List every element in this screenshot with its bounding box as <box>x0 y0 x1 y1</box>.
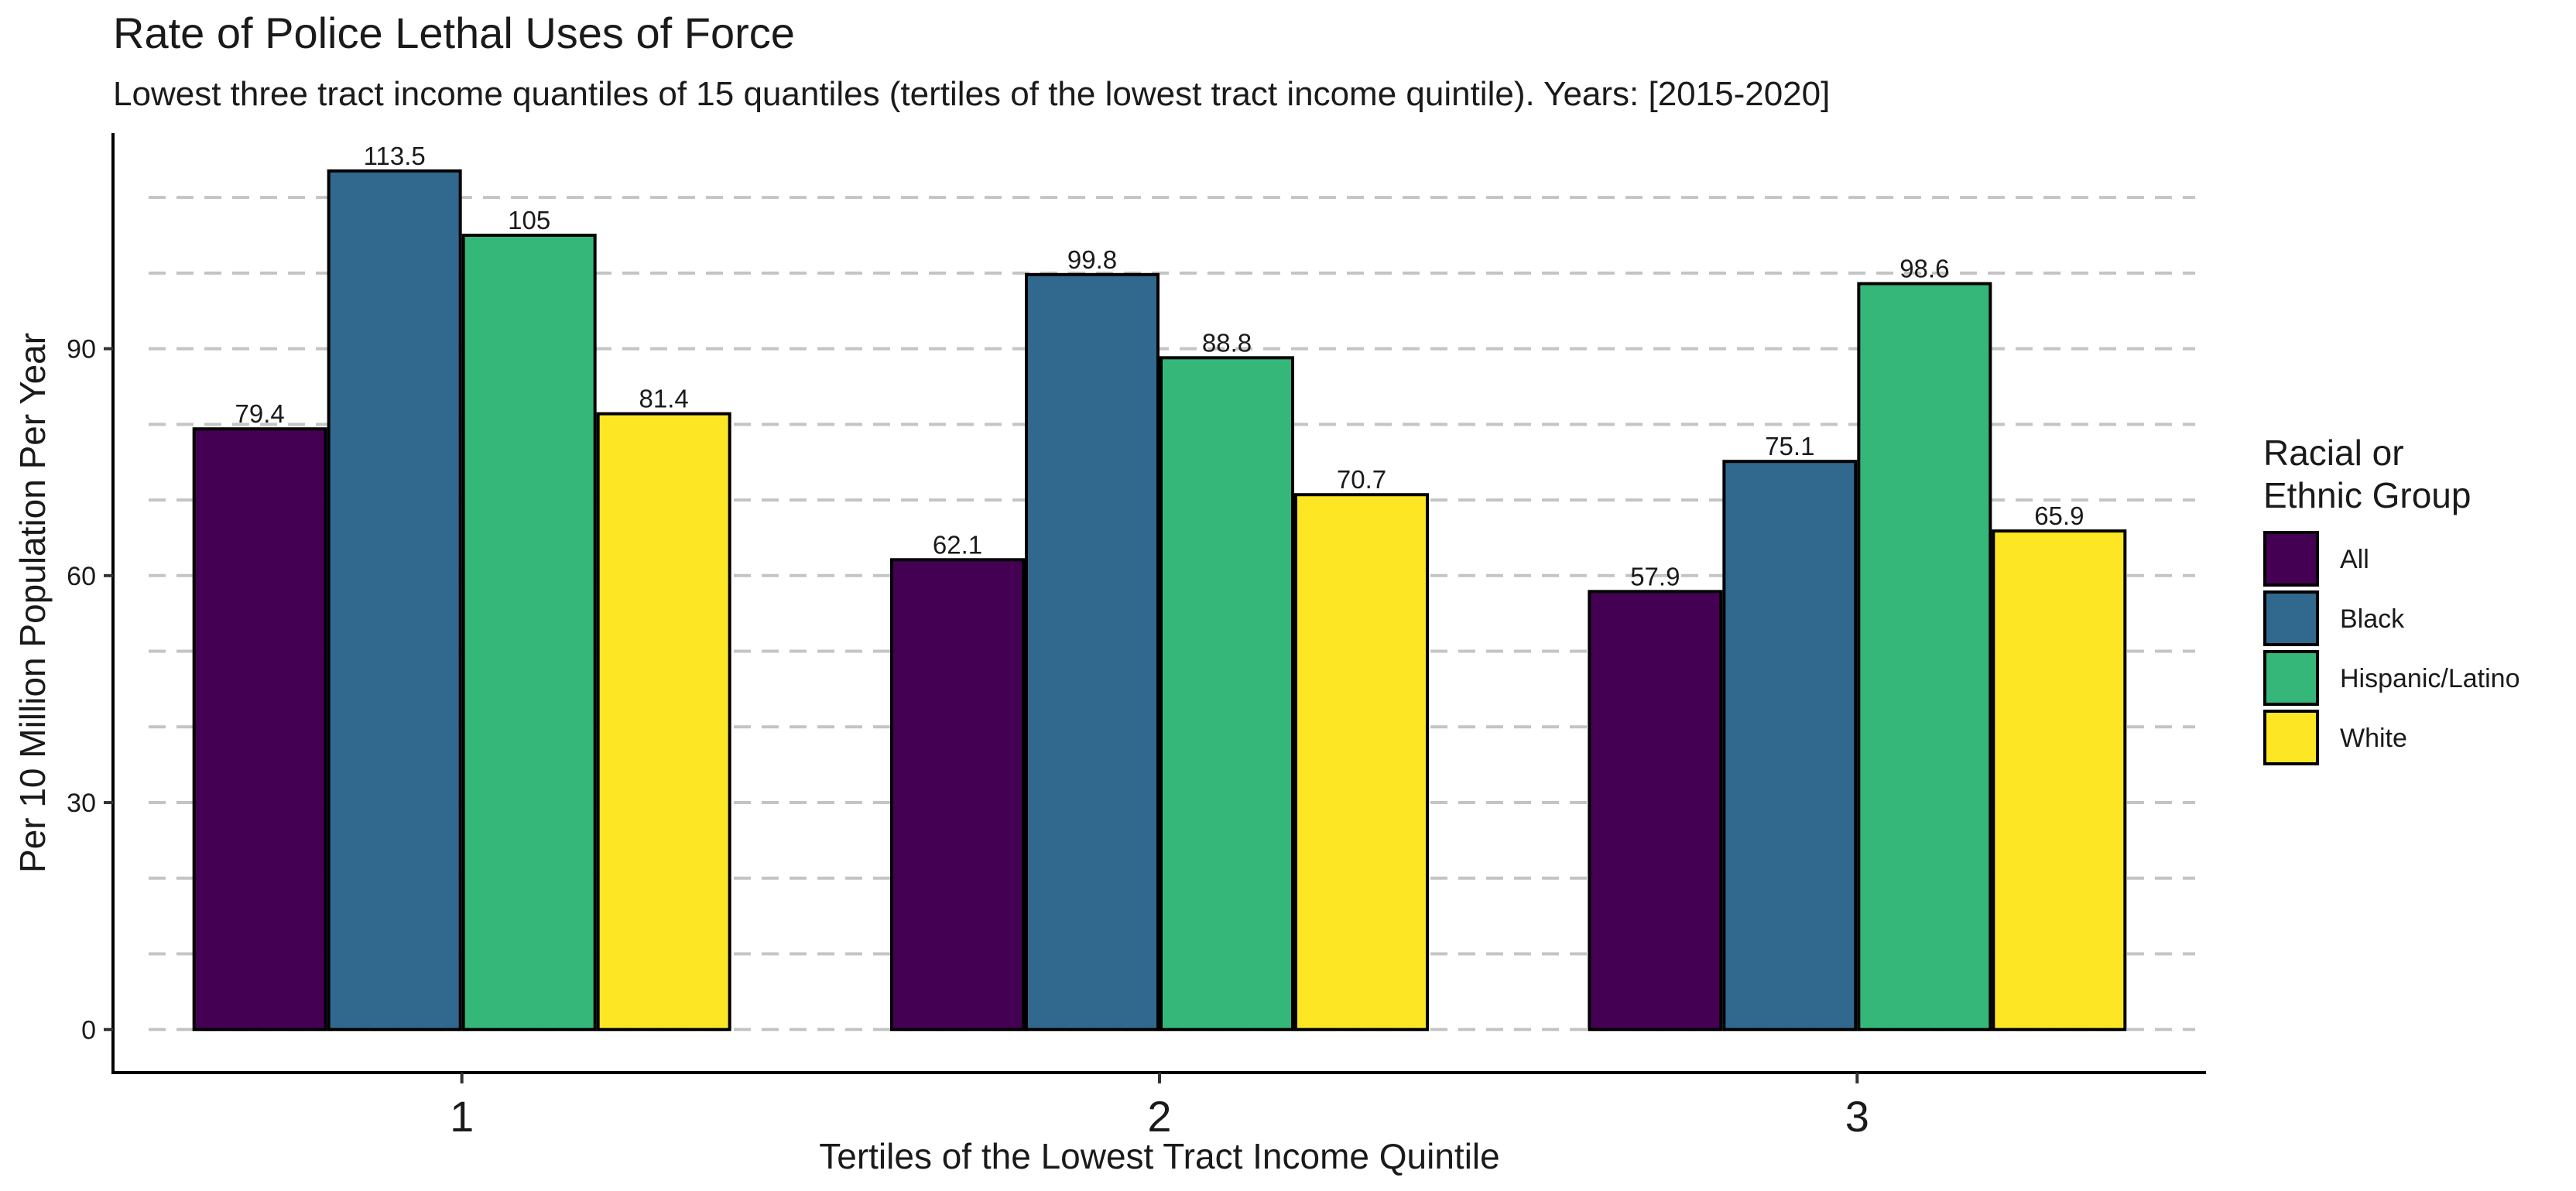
bar-value-label: 99.8 <box>1067 245 1117 274</box>
legend-title-line-1: Racial or <box>2263 433 2404 473</box>
bar-value-label: 65.9 <box>2034 501 2084 530</box>
bars <box>192 169 2127 1032</box>
y-axis-ticks: 0 30 60 90 <box>67 335 113 1045</box>
legend-items: All Black Hispanic/Latino White <box>2263 531 2519 765</box>
legend-label: Hispanic/Latino <box>2340 664 2519 693</box>
y-axis-title: Per 10 Million Population Per Year <box>12 333 53 873</box>
x-tick-label: 3 <box>1845 1092 1869 1141</box>
legend-key <box>2263 590 2319 646</box>
legend-title-line-2: Ethnic Group <box>2263 475 2471 515</box>
legend-key <box>2263 531 2319 587</box>
chart-subtitle: Lowest three tract income quantiles of 1… <box>113 75 1830 113</box>
bar <box>327 169 462 1032</box>
bar-value-label: 75.1 <box>1765 432 1814 460</box>
bar <box>1857 282 1992 1032</box>
bar-value-label: 62.1 <box>933 530 982 559</box>
legend-label: Black <box>2340 604 2405 634</box>
bar <box>1992 529 2127 1032</box>
legend-label: All <box>2340 545 2369 574</box>
bar <box>596 412 731 1032</box>
legend-label: White <box>2340 724 2407 753</box>
legend-key <box>2263 650 2319 706</box>
x-axis-ticks: 1 2 3 <box>450 1073 1869 1141</box>
bar-value-labels: 79.4 113.5 105 81.4 62.1 99.8 88.8 70.7 57.9 75.1… <box>235 142 2084 590</box>
chart-title: Rate of Police Lethal Uses of Force <box>113 9 795 57</box>
bar-value-label: 98.6 <box>1899 255 1949 283</box>
x-tick-label: 2 <box>1147 1092 1171 1141</box>
bar <box>1722 460 1858 1032</box>
y-tick-label: 0 <box>81 1015 96 1045</box>
bar-value-label: 105 <box>508 206 550 234</box>
bar-value-label: 70.7 <box>1337 465 1386 494</box>
bar-value-label: 57.9 <box>1630 562 1680 590</box>
y-tick-label: 60 <box>67 562 96 591</box>
legend: Racial or Ethnic Group All Black Hispanic/… <box>2263 433 2519 765</box>
bar <box>1294 493 1429 1032</box>
bar <box>1588 590 1723 1032</box>
bar <box>192 427 327 1032</box>
bar-value-label: 81.4 <box>639 385 689 413</box>
bar <box>1025 272 1160 1032</box>
bar <box>890 558 1025 1032</box>
bar <box>1160 356 1294 1032</box>
bar-value-label: 88.8 <box>1202 328 1252 357</box>
bar-value-label: 113.5 <box>364 142 426 170</box>
x-tick-label: 1 <box>450 1092 474 1141</box>
x-axis-title: Tertiles of the Lowest Tract Income Quin… <box>819 1136 1500 1176</box>
bar <box>461 233 597 1032</box>
legend-key <box>2263 710 2319 765</box>
y-tick-label: 30 <box>67 789 96 818</box>
bar-value-label: 79.4 <box>235 399 285 428</box>
y-tick-label: 90 <box>67 335 96 364</box>
